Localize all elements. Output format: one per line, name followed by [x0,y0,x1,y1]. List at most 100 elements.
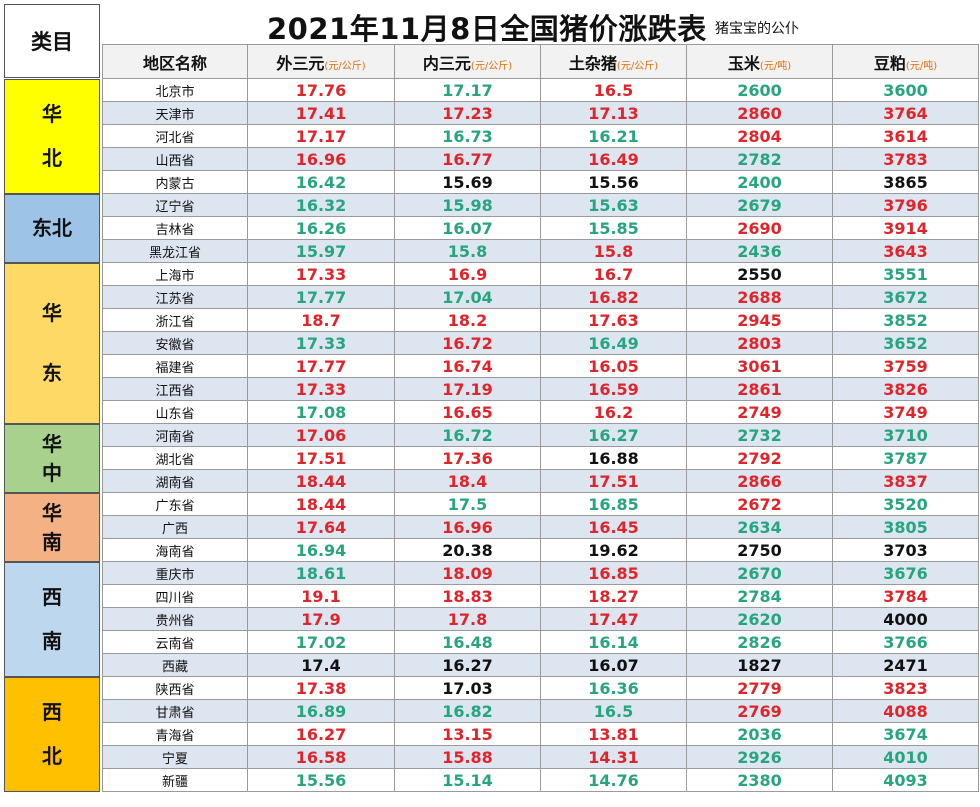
value-cell: 16.89 [247,699,395,723]
column-header-1: 外三元(元/公斤) [247,44,395,79]
value-cell: 3805 [832,515,979,539]
value-cell: 17.13 [540,101,687,125]
table-header-row: 地区名称 外三元(元/公斤) 内三元(元/公斤) 土杂猪(元/公斤) 玉米(元/吨) 豆粕… [102,44,979,79]
value-cell: 3764 [832,101,979,125]
column-name: 内三元 [422,53,471,73]
value-cell: 3823 [832,676,979,700]
value-cell: 4010 [832,745,979,769]
value-cell: 17.77 [247,285,395,309]
table-row: 青海省 16.27 13.15 13.81 2036 3674 [102,722,979,746]
region-group-2: 华东 [4,262,100,424]
value-cell: 17.38 [247,676,395,700]
value-cell: 18.44 [247,492,395,516]
table-row: 天津市 17.41 17.23 17.13 2860 3764 [102,101,979,125]
value-cell: 17.36 [394,446,541,470]
region-name-cell: 河北省 [102,124,248,148]
region-group-0: 华北 [4,78,100,194]
region-group-label: 华 [42,431,62,456]
value-cell: 4088 [832,699,979,723]
column-header-3: 土杂猪(元/公斤) [540,44,687,79]
value-cell: 2860 [686,101,833,125]
value-cell: 16.14 [540,630,687,654]
value-cell: 16.27 [394,653,541,677]
value-cell: 16.74 [394,354,541,378]
value-cell: 4000 [832,607,979,631]
region-name-cell: 辽宁省 [102,193,248,217]
value-cell: 2620 [686,607,833,631]
table-body: 北京市 17.76 17.17 16.5 2600 3600 天津市 17.41 17.23 17… [102,78,979,792]
value-cell: 16.82 [394,699,541,723]
value-cell: 3710 [832,423,979,447]
value-cell: 3061 [686,354,833,378]
value-cell: 3643 [832,239,979,263]
value-cell: 15.69 [394,170,541,194]
value-cell: 17.17 [394,78,541,102]
value-cell: 2861 [686,377,833,401]
table-row: 广西 17.64 16.96 16.45 2634 3805 [102,515,979,539]
value-cell: 16.2 [540,400,687,424]
region-group-label: 南 [42,629,62,654]
value-cell: 2782 [686,147,833,171]
column-unit: (元/公斤) [616,60,659,72]
value-cell: 2826 [686,630,833,654]
value-cell: 3652 [832,331,979,355]
value-cell: 3783 [832,147,979,171]
value-cell: 4093 [832,768,979,792]
value-cell: 18.27 [540,584,687,608]
region-group-label: 华 [42,500,62,525]
value-cell: 3672 [832,285,979,309]
region-name-cell: 内蒙古 [102,170,248,194]
value-cell: 17.33 [247,262,395,286]
value-cell: 3852 [832,308,979,332]
value-cell: 3749 [832,400,979,424]
region-group-1: 东北 [4,193,100,263]
table-row: 广东省 18.44 17.5 16.85 2672 3520 [102,492,979,516]
region-name-cell: 山东省 [102,400,248,424]
region-group-label: 南 [42,529,62,554]
value-cell: 15.8 [540,239,687,263]
table-row: 河南省 17.06 16.72 16.27 2732 3710 [102,423,979,447]
value-cell: 16.07 [394,216,541,240]
table-row: 宁夏 16.58 15.88 14.31 2926 4010 [102,745,979,769]
region-name-cell: 新疆 [102,768,248,792]
value-cell: 2672 [686,492,833,516]
value-cell: 16.72 [394,331,541,355]
column-name: 玉米 [727,53,760,73]
value-cell: 15.8 [394,239,541,263]
table-row: 云南省 17.02 16.48 16.14 2826 3766 [102,630,979,654]
value-cell: 2471 [832,653,979,677]
value-cell: 16.72 [394,423,541,447]
value-cell: 17.23 [394,101,541,125]
region-group-3: 华中 [4,423,100,493]
table-row: 湖北省 17.51 17.36 16.88 2792 3787 [102,446,979,470]
region-name-cell: 海南省 [102,538,248,562]
region-name-cell: 广东省 [102,492,248,516]
value-cell: 16.73 [394,124,541,148]
value-cell: 3784 [832,584,979,608]
table-row: 四川省 19.1 18.83 18.27 2784 3784 [102,584,979,608]
value-cell: 17.4 [247,653,395,677]
value-cell: 15.85 [540,216,687,240]
table-row: 浙江省 18.7 18.2 17.63 2945 3852 [102,308,979,332]
value-cell: 2036 [686,722,833,746]
table-row: 黑龙江省 15.97 15.8 15.8 2436 3643 [102,239,979,263]
value-cell: 2400 [686,170,833,194]
value-cell: 16.42 [247,170,395,194]
region-name-cell: 宁夏 [102,745,248,769]
value-cell: 3766 [832,630,979,654]
table-row: 海南省 16.94 20.38 19.62 2750 3703 [102,538,979,562]
value-cell: 2688 [686,285,833,309]
category-header: 类目 [4,4,100,78]
value-cell: 17.5 [394,492,541,516]
value-cell: 3676 [832,561,979,585]
region-name-cell: 安徽省 [102,331,248,355]
region-group-6: 西北 [4,676,100,792]
value-cell: 16.58 [247,745,395,769]
value-cell: 3837 [832,469,979,493]
value-cell: 16.82 [540,285,687,309]
value-cell: 17.19 [394,377,541,401]
region-name-cell: 河南省 [102,423,248,447]
value-cell: 2550 [686,262,833,286]
region-name-cell: 福建省 [102,354,248,378]
value-cell: 16.9 [394,262,541,286]
